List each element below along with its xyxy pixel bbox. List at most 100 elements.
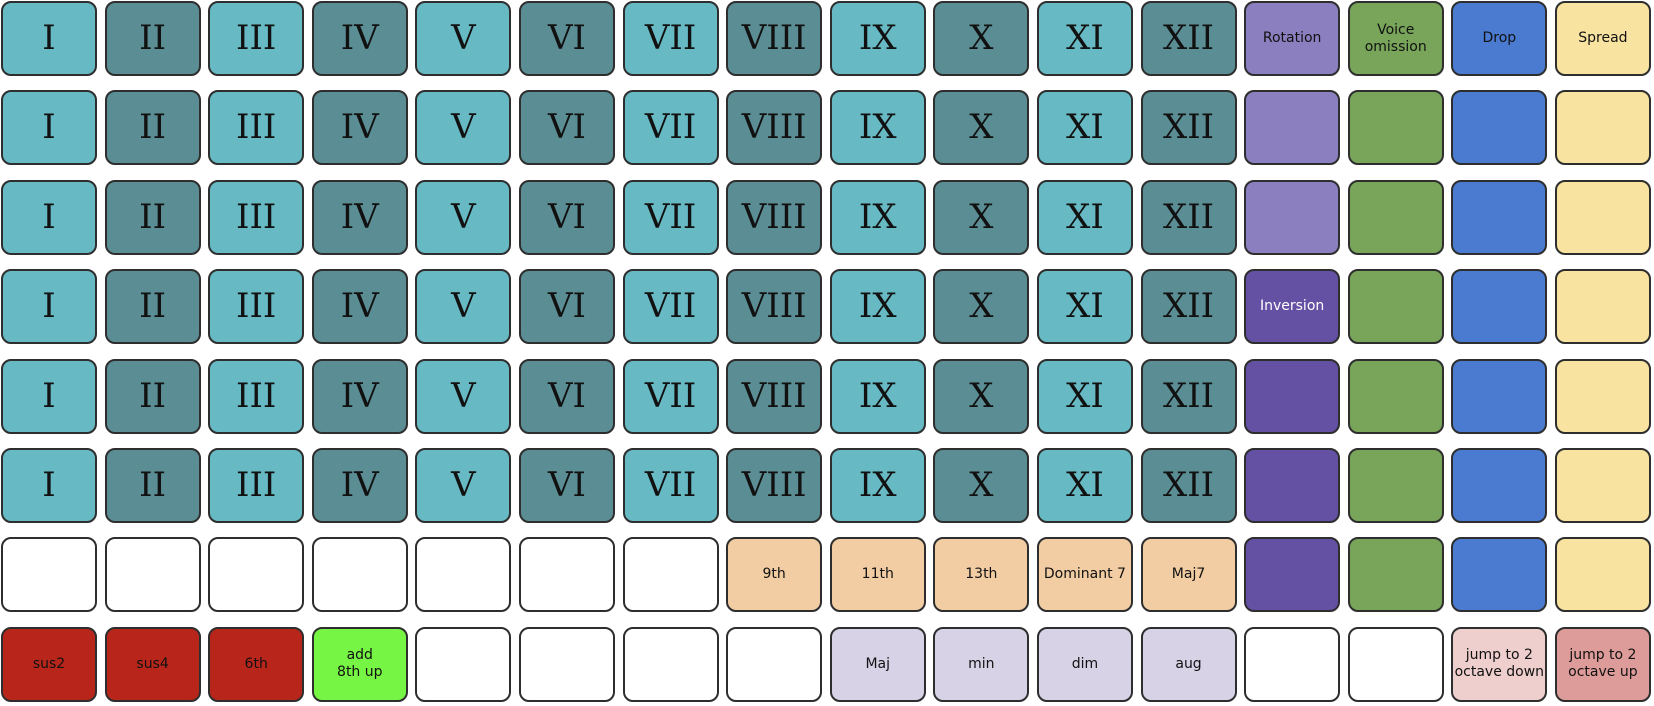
pad-viii[interactable]: VIII xyxy=(726,269,823,345)
pad-empty-r2-c15[interactable] xyxy=(1554,179,1651,255)
pad-xii[interactable]: XII xyxy=(1140,179,1237,255)
pad-xii[interactable]: XII xyxy=(1140,1,1237,76)
pad-empty-r2-c13[interactable] xyxy=(1347,179,1444,255)
pad-vi[interactable]: VI xyxy=(518,447,615,523)
pad-xii[interactable]: XII xyxy=(1140,358,1237,434)
pad-empty-r6-c14[interactable] xyxy=(1451,537,1548,613)
pad-vii[interactable]: VII xyxy=(622,447,719,523)
pad-empty-r6-c0[interactable] xyxy=(1,537,97,613)
pad-iv[interactable]: IV xyxy=(311,1,408,76)
pad-empty-r1-c12[interactable] xyxy=(1244,90,1341,166)
pad-jump-to-2-octave-down[interactable]: jump to 2 octave down xyxy=(1451,626,1548,702)
pad-9th[interactable]: 9th xyxy=(726,537,823,613)
pad-empty-r4-c12[interactable] xyxy=(1244,358,1341,434)
pad-empty-r5-c12[interactable] xyxy=(1244,447,1341,523)
pad-6th[interactable]: 6th xyxy=(208,626,305,702)
pad-v[interactable]: V xyxy=(415,179,512,255)
pad-i[interactable]: I xyxy=(1,269,97,345)
pad-ix[interactable]: IX xyxy=(829,1,926,76)
pad-ix[interactable]: IX xyxy=(829,269,926,345)
pad-xi[interactable]: XI xyxy=(1036,179,1133,255)
pad-iv[interactable]: IV xyxy=(311,358,408,434)
pad-iv[interactable]: IV xyxy=(311,90,408,166)
pad-iv[interactable]: IV xyxy=(311,269,408,345)
pad-empty-r7-c6[interactable] xyxy=(622,626,719,702)
pad-empty-r3-c15[interactable] xyxy=(1554,269,1651,345)
pad-empty-r2-c14[interactable] xyxy=(1451,179,1548,255)
pad-vi[interactable]: VI xyxy=(518,1,615,76)
pad-empty-r5-c13[interactable] xyxy=(1347,447,1444,523)
pad-v[interactable]: V xyxy=(415,358,512,434)
pad-i[interactable]: I xyxy=(1,179,97,255)
pad-empty-r6-c3[interactable] xyxy=(311,537,408,613)
pad-empty-r6-c15[interactable] xyxy=(1554,537,1651,613)
pad-vi[interactable]: VI xyxy=(518,358,615,434)
pad-empty-r7-c4[interactable] xyxy=(415,626,512,702)
pad-empty-r7-c12[interactable] xyxy=(1244,626,1341,702)
pad-x[interactable]: X xyxy=(933,179,1030,255)
pad-empty-r4-c15[interactable] xyxy=(1554,358,1651,434)
pad-ix[interactable]: IX xyxy=(829,179,926,255)
pad-spread[interactable]: Spread xyxy=(1554,1,1651,76)
pad-xi[interactable]: XI xyxy=(1036,90,1133,166)
pad-ix[interactable]: IX xyxy=(829,90,926,166)
pad-iii[interactable]: III xyxy=(208,269,305,345)
pad-empty-r4-c14[interactable] xyxy=(1451,358,1548,434)
pad-ii[interactable]: II xyxy=(104,269,201,345)
pad-empty-r6-c2[interactable] xyxy=(208,537,305,613)
pad-vi[interactable]: VI xyxy=(518,90,615,166)
pad-ix[interactable]: IX xyxy=(829,358,926,434)
pad-xi[interactable]: XI xyxy=(1036,447,1133,523)
pad-vi[interactable]: VI xyxy=(518,269,615,345)
pad-x[interactable]: X xyxy=(933,90,1030,166)
pad-v[interactable]: V xyxy=(415,447,512,523)
pad-ix[interactable]: IX xyxy=(829,447,926,523)
pad-viii[interactable]: VIII xyxy=(726,1,823,76)
pad-add-8th-up[interactable]: add 8th up xyxy=(311,626,408,702)
pad-xii[interactable]: XII xyxy=(1140,447,1237,523)
pad-iii[interactable]: III xyxy=(208,90,305,166)
pad-jump-to-2-octave-up[interactable]: jump to 2 octave up xyxy=(1554,626,1651,702)
pad-v[interactable]: V xyxy=(415,90,512,166)
pad-v[interactable]: V xyxy=(415,269,512,345)
pad-i[interactable]: I xyxy=(1,1,97,76)
pad-sus4[interactable]: sus4 xyxy=(104,626,201,702)
pad-vii[interactable]: VII xyxy=(622,358,719,434)
pad-iii[interactable]: III xyxy=(208,179,305,255)
pad-drop[interactable]: Drop xyxy=(1451,1,1548,76)
pad-xi[interactable]: XI xyxy=(1036,269,1133,345)
pad-voice-omission[interactable]: Voice omission xyxy=(1347,1,1444,76)
pad-xii[interactable]: XII xyxy=(1140,90,1237,166)
pad-dominant-7[interactable]: Dominant 7 xyxy=(1036,537,1133,613)
pad-ii[interactable]: II xyxy=(104,447,201,523)
pad-empty-r7-c7[interactable] xyxy=(726,626,823,702)
pad-empty-r6-c12[interactable] xyxy=(1244,537,1341,613)
pad-empty-r6-c6[interactable] xyxy=(622,537,719,613)
pad-xii[interactable]: XII xyxy=(1140,269,1237,345)
pad-min[interactable]: min xyxy=(933,626,1030,702)
pad-iv[interactable]: IV xyxy=(311,447,408,523)
pad-rotation[interactable]: Rotation xyxy=(1244,1,1341,76)
pad-empty-r6-c5[interactable] xyxy=(518,537,615,613)
pad-iii[interactable]: III xyxy=(208,358,305,434)
pad-aug[interactable]: aug xyxy=(1140,626,1237,702)
pad-empty-r1-c15[interactable] xyxy=(1554,90,1651,166)
pad-x[interactable]: X xyxy=(933,269,1030,345)
pad-empty-r7-c5[interactable] xyxy=(518,626,615,702)
pad-empty-r6-c13[interactable] xyxy=(1347,537,1444,613)
pad-vii[interactable]: VII xyxy=(622,1,719,76)
pad-empty-r2-c12[interactable] xyxy=(1244,179,1341,255)
pad-iii[interactable]: III xyxy=(208,1,305,76)
pad-empty-r5-c15[interactable] xyxy=(1554,447,1651,523)
pad-empty-r5-c14[interactable] xyxy=(1451,447,1548,523)
pad-xi[interactable]: XI xyxy=(1036,1,1133,76)
pad-iv[interactable]: IV xyxy=(311,179,408,255)
pad-empty-r3-c13[interactable] xyxy=(1347,269,1444,345)
pad-vii[interactable]: VII xyxy=(622,179,719,255)
pad-viii[interactable]: VIII xyxy=(726,179,823,255)
pad-inversion[interactable]: Inversion xyxy=(1244,269,1341,345)
pad-x[interactable]: X xyxy=(933,358,1030,434)
pad-viii[interactable]: VIII xyxy=(726,358,823,434)
pad-viii[interactable]: VIII xyxy=(726,90,823,166)
pad-xi[interactable]: XI xyxy=(1036,358,1133,434)
